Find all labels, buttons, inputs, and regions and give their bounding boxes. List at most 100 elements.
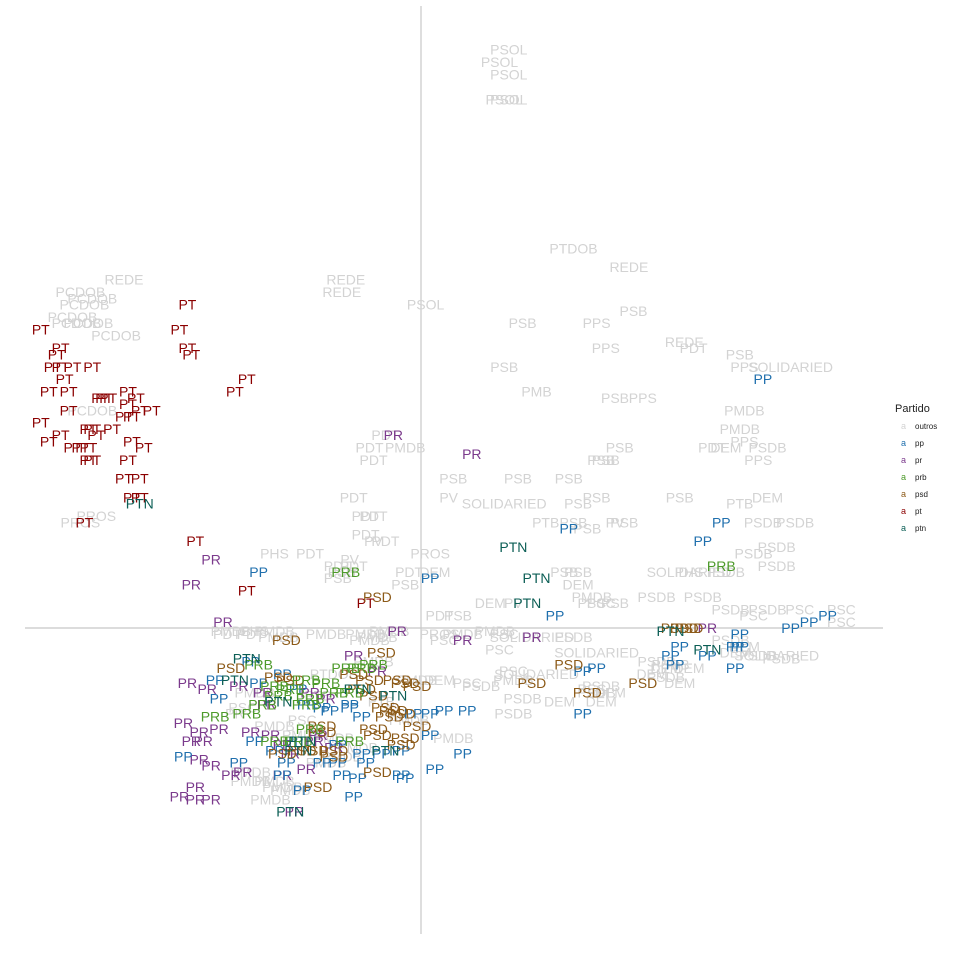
- point-label-ptn: PTN: [657, 623, 685, 639]
- point-label-psd: PSD: [320, 742, 349, 758]
- point-label-prb: PRB: [232, 706, 261, 722]
- point-label-pp: PP: [344, 788, 363, 804]
- point-label-pp: PP: [174, 749, 193, 765]
- point-label-outros: PTDOB: [549, 241, 597, 257]
- point-label-outros: DEM: [673, 660, 704, 676]
- point-label-psd: PSD: [371, 700, 400, 716]
- point-label-outros: PSC: [499, 663, 528, 679]
- point-label-pr: PR: [213, 614, 232, 630]
- point-label-prb: PRB: [331, 564, 360, 580]
- point-label-outros: PV: [364, 533, 383, 549]
- point-label-outros: PSOL: [490, 91, 528, 107]
- point-label-outros: SOLIDARIED: [554, 645, 639, 661]
- point-label-psd: PSD: [518, 675, 547, 691]
- point-label-pt: PT: [75, 514, 93, 530]
- point-label-outros: PDT: [698, 440, 726, 456]
- point-label-pt: PT: [103, 421, 121, 437]
- point-label-pt: PT: [79, 440, 97, 456]
- point-label-outros: PDT: [340, 489, 368, 505]
- point-label-outros: PPS: [730, 433, 758, 449]
- point-label-pt: PT: [127, 390, 145, 406]
- point-label-outros: PHS: [240, 623, 269, 639]
- point-label-pt: PT: [52, 340, 70, 356]
- point-label-outros: PCDOB: [52, 315, 102, 331]
- point-label-pt: PT: [131, 402, 149, 418]
- legend-key-ptn: a: [901, 523, 906, 533]
- point-label-pt: PT: [135, 440, 153, 456]
- point-label-outros: PMDB: [314, 730, 354, 746]
- point-label-pr: PR: [387, 623, 406, 639]
- point-label-pp: PP: [587, 660, 606, 676]
- point-label-pt: PT: [32, 321, 50, 337]
- point-label-outros: PMDB: [433, 730, 473, 746]
- point-label-pr: PR: [253, 684, 272, 700]
- point-label-pp: PP: [730, 626, 749, 642]
- point-label-outros: PDT: [395, 564, 423, 580]
- point-label-outros: PSB: [601, 390, 629, 406]
- legend-key-prb: a: [901, 472, 906, 482]
- point-label-outros: PSDB: [651, 657, 689, 673]
- point-label-outros: PSB: [606, 440, 634, 456]
- point-label-pp: PP: [356, 755, 375, 771]
- point-label-pp: PP: [426, 761, 445, 777]
- point-label-psd: PSD: [391, 730, 420, 746]
- point-label-pr: PR: [193, 733, 212, 749]
- point-label-outros: DEM: [720, 645, 751, 661]
- point-label-pt: PT: [87, 427, 105, 443]
- point-label-outros: PDT: [296, 545, 324, 561]
- point-label-pr: PR: [197, 681, 216, 697]
- point-label-outros: PCDOB: [91, 328, 141, 344]
- point-label-outros: PROS: [61, 514, 101, 530]
- point-label-outros: SOLIDARIED: [489, 629, 574, 645]
- point-label-pt: PT: [357, 595, 375, 611]
- point-label-pp: PP: [800, 614, 819, 630]
- point-label-ptn: PTN: [693, 641, 721, 657]
- point-label-pr: PR: [522, 629, 541, 645]
- point-label-outros: PMDB: [230, 773, 270, 789]
- point-label-psd: PSD: [320, 749, 349, 765]
- point-label-pt: PT: [91, 390, 109, 406]
- point-label-psd: PSD: [391, 675, 420, 691]
- point-label-psd: PSD: [661, 620, 690, 636]
- point-label-pr: PR: [698, 620, 717, 636]
- point-label-pp: PP: [321, 703, 340, 719]
- point-label-pt: PT: [143, 402, 161, 418]
- point-label-prb: PRB: [284, 733, 313, 749]
- point-label-pt: PT: [115, 471, 133, 487]
- point-label-pr: PR: [170, 788, 189, 804]
- point-label-outros: PSB: [509, 315, 537, 331]
- point-label-psd: PSD: [217, 660, 246, 676]
- point-label-pp: PP: [297, 697, 316, 713]
- point-label-outros: PTB: [368, 693, 395, 709]
- point-label-outros: PSC: [490, 626, 519, 642]
- point-label-pp: PP: [249, 675, 268, 691]
- point-label-ptn: PTN: [126, 496, 154, 512]
- point-label-outros: SOLIDARIED: [748, 359, 833, 375]
- point-label-pp: PP: [818, 608, 837, 624]
- point-label-pp: PP: [726, 660, 745, 676]
- point-label-pr: PR: [178, 675, 197, 691]
- point-label-outros: PSB: [328, 564, 356, 580]
- point-label-outros: PSB: [391, 577, 419, 593]
- point-label-pr: PR: [281, 746, 300, 762]
- point-label-outros: PMDB: [282, 727, 322, 743]
- legend-label-prb: prb: [915, 473, 927, 482]
- point-label-prb: PRB: [264, 687, 293, 703]
- point-label-outros: PSC: [288, 712, 317, 728]
- point-label-pr: PR: [186, 791, 205, 807]
- point-label-pr: PR: [316, 690, 335, 706]
- point-label-outros: DEM: [563, 577, 594, 593]
- point-label-outros: PROS: [420, 626, 460, 642]
- point-label-pp: PP: [277, 755, 296, 771]
- point-label-outros: PV: [606, 514, 625, 530]
- point-label-psd: PSD: [276, 672, 305, 688]
- point-label-pp: PP: [573, 706, 592, 722]
- point-label-pr: PR: [189, 752, 208, 768]
- point-label-pt: PT: [32, 415, 50, 431]
- point-label-pt: PT: [178, 297, 196, 313]
- point-label-psd: PSD: [573, 684, 602, 700]
- point-label-pp: PP: [265, 742, 284, 758]
